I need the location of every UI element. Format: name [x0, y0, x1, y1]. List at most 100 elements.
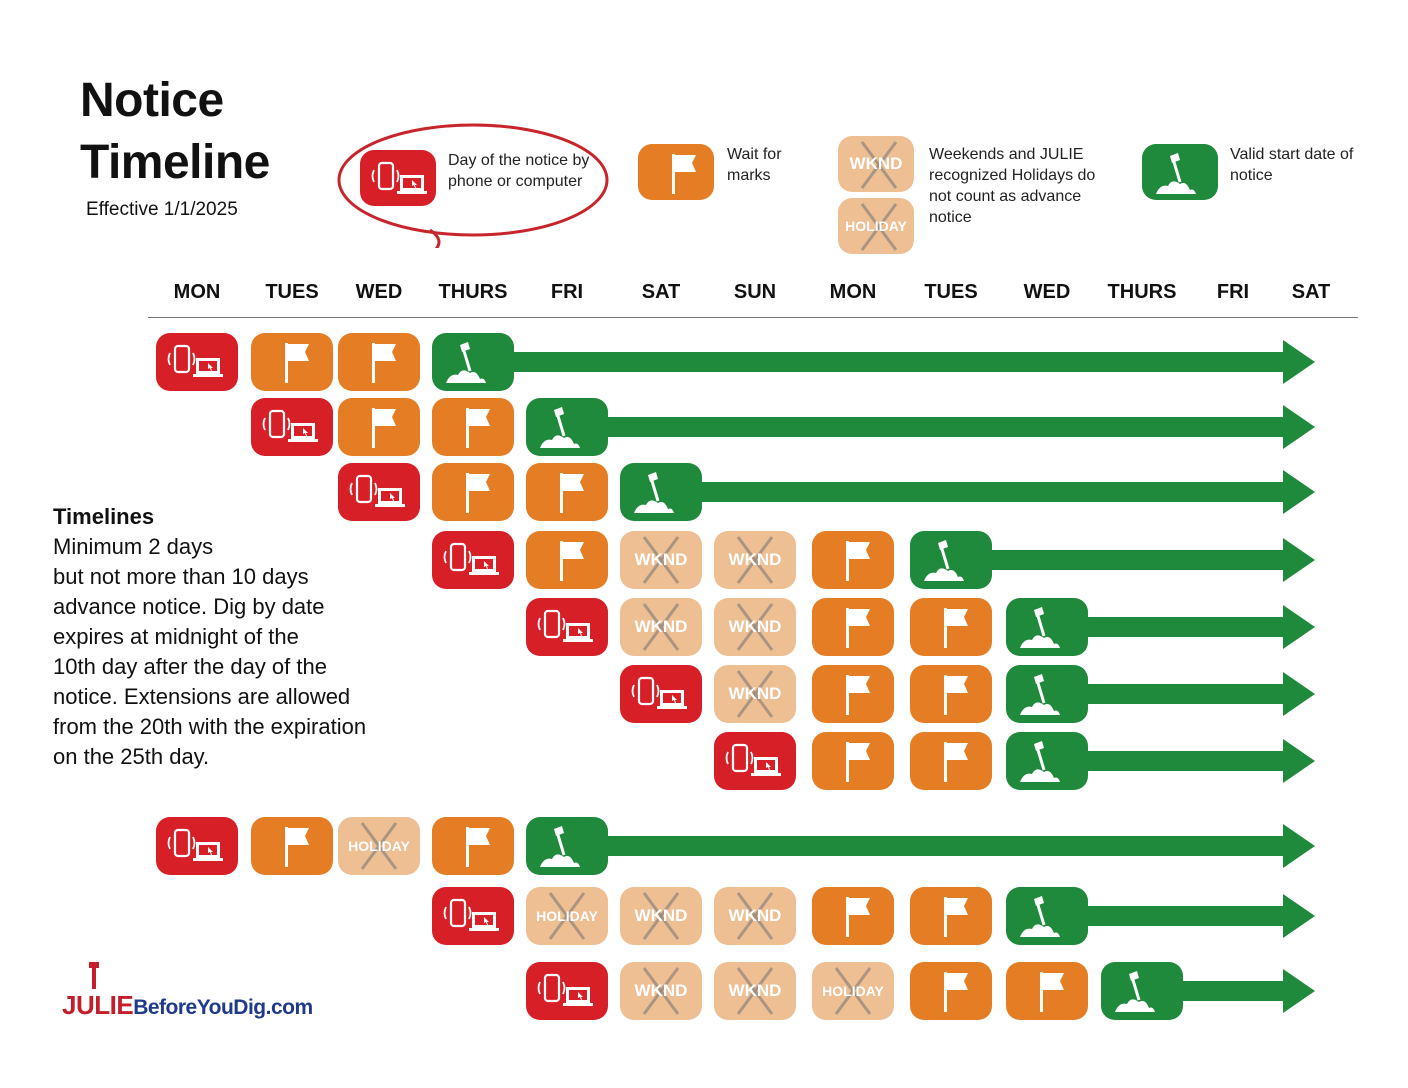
weekend-tile: WKND	[620, 598, 702, 656]
wait-for-marks-tile	[432, 817, 514, 875]
day-header-sat: SAT	[641, 281, 681, 303]
legend-wait-tile	[638, 144, 714, 200]
wknd-label: WKND	[634, 906, 688, 925]
weekend-tile: WKND	[714, 665, 796, 723]
wait-for-marks-tile	[910, 665, 992, 723]
wait-for-marks-tile	[812, 732, 894, 790]
day-header-tues: TUES	[924, 281, 978, 303]
logo-brand: JULIE	[62, 990, 134, 1020]
valid-period-arrow	[1047, 894, 1315, 938]
shovel-logo-icon	[89, 962, 99, 989]
wknd-label: WKND	[849, 154, 903, 173]
legend-notice-text: Day of the notice by phone or computer	[448, 152, 590, 190]
day-header-mon: MON	[173, 281, 221, 303]
valid-period-arrow	[661, 470, 1315, 514]
wait-for-marks-tile	[526, 463, 608, 521]
day-header-fri: FRI	[1216, 281, 1250, 303]
legend-notice-tile	[360, 150, 436, 206]
legend-holiday-tile: HOLIDAY	[838, 198, 914, 254]
wknd-label: WKND	[728, 906, 782, 925]
day-header-sat: SAT	[1291, 281, 1331, 303]
wait-for-marks-tile	[432, 463, 514, 521]
notice-day-tile	[156, 333, 238, 391]
timelines-heading: Timelines	[53, 504, 155, 529]
wait-for-marks-tile	[251, 817, 333, 875]
wait-for-marks-tile	[910, 962, 992, 1020]
wait-for-marks-tile	[338, 398, 420, 456]
holiday-tile: HOLIDAY	[526, 887, 608, 945]
valid-start-tile	[1006, 887, 1088, 945]
wait-for-marks-tile	[910, 598, 992, 656]
legend-weekend-text: Weekends and JULIE recognized Holidays d…	[929, 146, 1096, 226]
valid-start-tile	[1006, 598, 1088, 656]
wknd-label: WKND	[728, 684, 782, 703]
wait-for-marks-tile	[1006, 962, 1088, 1020]
timelines-line: on the 25th day.	[53, 744, 210, 769]
holiday-label: HOLIDAY	[348, 838, 410, 854]
weekend-tile: WKND	[714, 887, 796, 945]
timelines-line: advance notice. Dig by date	[53, 594, 325, 619]
valid-period-arrow	[567, 824, 1315, 868]
wait-for-marks-tile	[812, 887, 894, 945]
holiday-tile: HOLIDAY	[338, 817, 420, 875]
valid-start-tile	[1006, 665, 1088, 723]
valid-start-tile	[526, 817, 608, 875]
notice-day-tile	[338, 463, 420, 521]
wknd-label: WKND	[728, 617, 782, 636]
holiday-label: HOLIDAY	[822, 983, 884, 999]
valid-period-arrow	[951, 538, 1315, 582]
legend-wait-text: Wait for marks	[727, 146, 782, 184]
legend-valid-text: Valid start date of notice	[1230, 146, 1354, 184]
valid-start-tile	[526, 398, 608, 456]
holiday-tile: HOLIDAY	[812, 962, 894, 1020]
valid-period-arrow	[1047, 739, 1315, 783]
valid-start-tile	[910, 531, 992, 589]
day-header-thurs: THURS	[438, 281, 508, 303]
timelines-line: but not more than 10 days	[53, 564, 309, 589]
valid-start-tile	[1006, 732, 1088, 790]
weekend-tile: WKND	[714, 531, 796, 589]
title-line-1: Notice	[80, 74, 224, 127]
wait-for-marks-tile	[812, 665, 894, 723]
wknd-label: WKND	[634, 617, 688, 636]
weekend-tile: WKND	[620, 962, 702, 1020]
notice-day-tile	[526, 598, 608, 656]
day-header-sun: SUN	[733, 281, 777, 303]
weekend-tile: WKND	[714, 598, 796, 656]
holiday-label: HOLIDAY	[845, 218, 907, 234]
timelines-note: Timelines Minimum 2 days but not more tha…	[53, 502, 366, 772]
logo-domain: BeforeYouDig.com	[133, 996, 313, 1019]
notice-day-tile	[526, 962, 608, 1020]
wait-for-marks-tile	[910, 887, 992, 945]
timelines-line: 10th day after the day of the	[53, 654, 327, 679]
valid-start-tile	[1101, 962, 1183, 1020]
valid-period-arrow	[1047, 672, 1315, 716]
wait-for-marks-tile	[432, 398, 514, 456]
wknd-label: WKND	[728, 981, 782, 1000]
day-header-fri: FRI	[550, 281, 584, 303]
timelines-line: from the 20th with the expiration	[53, 714, 367, 739]
header-divider	[148, 317, 1358, 318]
day-header-mon: MON	[829, 281, 877, 303]
day-header-tues: TUES	[265, 281, 319, 303]
page-title: Notice Timeline	[80, 70, 270, 194]
valid-start-tile	[432, 333, 514, 391]
day-header-thurs: THURS	[1107, 281, 1177, 303]
legend-wknd-tile: WKND	[838, 136, 914, 192]
notice-day-tile	[620, 665, 702, 723]
valid-period-arrow	[1047, 605, 1315, 649]
notice-day-tile	[251, 398, 333, 456]
timelines-line: expires at midnight of the	[53, 624, 299, 649]
valid-period-arrow	[473, 340, 1315, 384]
notice-day-tile	[432, 531, 514, 589]
wait-for-marks-tile	[338, 333, 420, 391]
timelines-body: Minimum 2 days but not more than 10 days a…	[53, 532, 366, 772]
wait-for-marks-tile	[526, 531, 608, 589]
wknd-label: WKND	[728, 550, 782, 569]
legend-ring-icon	[337, 123, 609, 248]
holiday-label: HOLIDAY	[536, 908, 598, 924]
notice-day-tile	[714, 732, 796, 790]
wait-for-marks-tile	[812, 598, 894, 656]
timelines-line: notice. Extensions are allowed	[53, 684, 351, 709]
wait-for-marks-tile	[910, 732, 992, 790]
